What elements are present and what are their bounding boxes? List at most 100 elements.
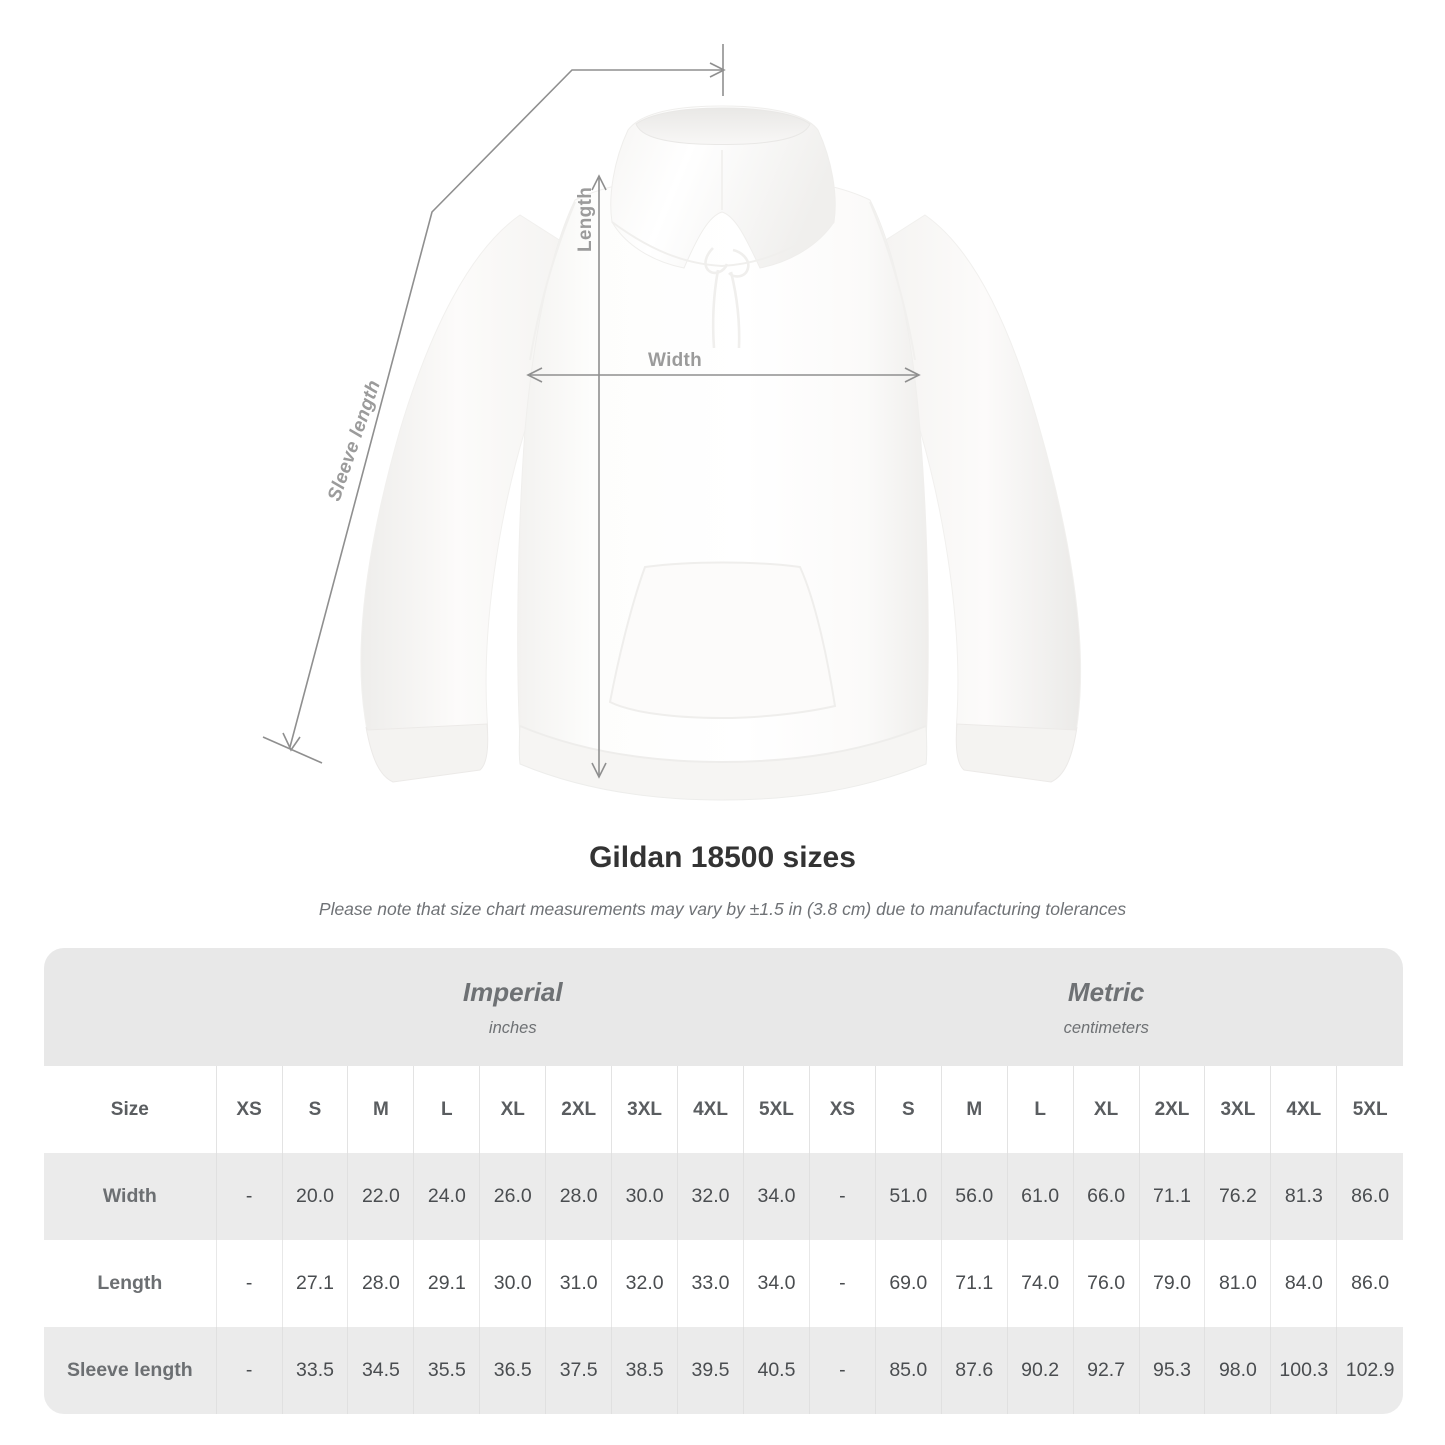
width-arrow-right: [904, 367, 921, 383]
size-column-header: Size: [44, 1066, 217, 1153]
unit-group-imperial-name: Imperial: [462, 977, 563, 1007]
cell-sleeve-length-imperial-xs: -: [215, 1327, 283, 1414]
table-row: Sleeve length -33.5 34.5 35.5 36.5 37.5 38.5 39…: [44, 1327, 1403, 1414]
cell-sleeve-length-imperial-l: 35.5: [413, 1327, 480, 1414]
size-header-metric-m: M: [940, 1066, 1008, 1153]
length-arrow-top: [591, 174, 607, 191]
cell-width-metric-xl: 66.0: [1072, 1153, 1140, 1240]
unit-group-imperial-sub: inches: [488, 1019, 537, 1037]
cell-length-imperial-l: 29.1: [413, 1240, 480, 1327]
cell-sleeve-length-imperial-3xl: 38.5: [611, 1327, 678, 1414]
cell-sleeve-length-metric-xs: -: [808, 1327, 876, 1414]
cell-width-imperial-s: 20.0: [281, 1153, 348, 1240]
cell-width-imperial-5xl: 34.0: [742, 1153, 810, 1240]
size-header-metric-5xl: 5XL: [1336, 1066, 1403, 1153]
unit-row-spacer: [44, 948, 217, 1066]
row-label-sleeve-length: Sleeve length: [44, 1327, 217, 1414]
size-header-row: Size XS S M L XL 2XL 3XL 4XL 5XL XS S M L XL 2XL 3XL 4XL 5…: [44, 1066, 1403, 1153]
neckline: [611, 221, 835, 268]
row-label-width: Width: [44, 1153, 217, 1240]
right-cuff: [955, 723, 1078, 783]
left-cuff: [365, 723, 489, 783]
cell-width-imperial-xl: 26.0: [479, 1153, 546, 1240]
cell-width-metric-3xl: 76.2: [1204, 1153, 1271, 1240]
hoodie-diagram-svg: [262, 44, 1082, 801]
cell-length-metric-m: 71.1: [940, 1240, 1008, 1327]
cell-sleeve-length-metric-5xl: 102.9: [1336, 1327, 1403, 1414]
hood-opening: [635, 107, 811, 145]
cell-length-metric-l: 74.0: [1006, 1240, 1074, 1327]
size-chart-table: Imperial inches Metric centimeters Size XS S M L…: [44, 948, 1403, 1414]
cell-width-metric-2xl: 71.1: [1138, 1153, 1205, 1240]
cell-sleeve-length-metric-s: 85.0: [874, 1327, 942, 1414]
size-header-imperial-l: L: [413, 1066, 480, 1153]
cell-length-imperial-m: 28.0: [347, 1240, 414, 1327]
size-header-imperial-4xl: 4XL: [677, 1066, 744, 1153]
cell-width-metric-xs: -: [808, 1153, 876, 1240]
cell-length-metric-2xl: 79.0: [1138, 1240, 1205, 1327]
cell-width-imperial-m: 22.0: [347, 1153, 414, 1240]
cell-sleeve-length-metric-2xl: 95.3: [1138, 1327, 1205, 1414]
cell-sleeve-length-imperial-s: 33.5: [281, 1327, 348, 1414]
size-header-metric-s: S: [874, 1066, 942, 1153]
cell-length-metric-4xl: 84.0: [1270, 1240, 1337, 1327]
length-arrow-bottom: [591, 762, 607, 779]
unit-group-metric-name: Metric: [1067, 977, 1145, 1007]
unit-group-imperial: Imperial inches: [216, 948, 810, 1066]
unit-header-row: Imperial inches Metric centimeters: [44, 948, 1403, 1066]
cell-length-imperial-s: 27.1: [281, 1240, 348, 1327]
size-header-metric-xl: XL: [1072, 1066, 1140, 1153]
size-header-metric-l: L: [1006, 1066, 1074, 1153]
row-label-length: Length: [44, 1240, 217, 1327]
cell-length-metric-xs: -: [808, 1240, 876, 1327]
size-header-metric-4xl: 4XL: [1270, 1066, 1337, 1153]
size-header-imperial-3xl: 3XL: [611, 1066, 678, 1153]
table-row: Width -20.0 22.0 24.0 26.0 28.0 30.0 32.0 34.0-5…: [44, 1153, 1403, 1240]
cell-length-metric-5xl: 86.0: [1336, 1240, 1403, 1327]
size-header-imperial-5xl: 5XL: [742, 1066, 810, 1153]
size-header-metric-2xl: 2XL: [1138, 1066, 1205, 1153]
cell-length-imperial-3xl: 32.0: [611, 1240, 678, 1327]
cell-length-metric-xl: 76.0: [1072, 1240, 1140, 1327]
hoodie-body-group: [360, 105, 1082, 801]
cell-width-metric-5xl: 86.0: [1336, 1153, 1403, 1240]
cell-width-metric-4xl: 81.3: [1270, 1153, 1337, 1240]
hem-seam: [519, 725, 927, 764]
cell-sleeve-length-metric-l: 90.2: [1006, 1327, 1074, 1414]
cell-length-imperial-4xl: 33.0: [677, 1240, 744, 1327]
cell-length-metric-3xl: 81.0: [1204, 1240, 1271, 1327]
cell-length-imperial-xl: 30.0: [479, 1240, 546, 1327]
cell-sleeve-length-imperial-5xl: 40.5: [742, 1327, 810, 1414]
left-shoulder-seam: [529, 201, 576, 361]
kangaroo-pocket: [608, 561, 837, 720]
cell-length-imperial-5xl: 34.0: [742, 1240, 810, 1327]
garment-illustration: Length Width Sleeve length: [262, 44, 1082, 801]
size-header-imperial-s: S: [281, 1066, 348, 1153]
sleeve-arrow-top: [709, 62, 726, 78]
cell-width-metric-m: 56.0: [940, 1153, 1008, 1240]
tolerance-note: Please note that size chart measurements…: [318, 899, 1127, 919]
cell-sleeve-length-imperial-2xl: 37.5: [545, 1327, 612, 1414]
width-arrow-left: [526, 367, 543, 383]
size-header-imperial-m: M: [347, 1066, 414, 1153]
length-dimension-label: Length: [575, 186, 596, 252]
cell-width-metric-l: 61.0: [1006, 1153, 1074, 1240]
unit-group-metric-sub: centimeters: [1063, 1019, 1149, 1037]
cell-width-imperial-2xl: 28.0: [545, 1153, 612, 1240]
drawstring: [704, 247, 750, 349]
size-header-imperial-xs: XS: [215, 1066, 283, 1153]
cell-sleeve-length-imperial-xl: 36.5: [479, 1327, 546, 1414]
table-row: Length -27.1 28.0 29.1 30.0 31.0 32.0 33.0 34.0-…: [44, 1240, 1403, 1327]
unit-group-metric: Metric centimeters: [809, 948, 1403, 1066]
measurement-lines: [262, 44, 921, 779]
cell-sleeve-length-imperial-4xl: 39.5: [677, 1327, 744, 1414]
page-title: Gildan 18500 sizes: [589, 841, 856, 874]
cell-length-metric-s: 69.0: [874, 1240, 942, 1327]
cell-length-imperial-2xl: 31.0: [545, 1240, 612, 1327]
size-chart-table-wrap: Imperial inches Metric centimeters Size XS S M L…: [44, 948, 1403, 1414]
cell-width-imperial-3xl: 30.0: [611, 1153, 678, 1240]
size-header-metric-xs: XS: [808, 1066, 876, 1153]
cell-sleeve-length-metric-m: 87.6: [940, 1327, 1008, 1414]
size-header-imperial-xl: XL: [479, 1066, 546, 1153]
cell-width-imperial-xs: -: [215, 1153, 283, 1240]
